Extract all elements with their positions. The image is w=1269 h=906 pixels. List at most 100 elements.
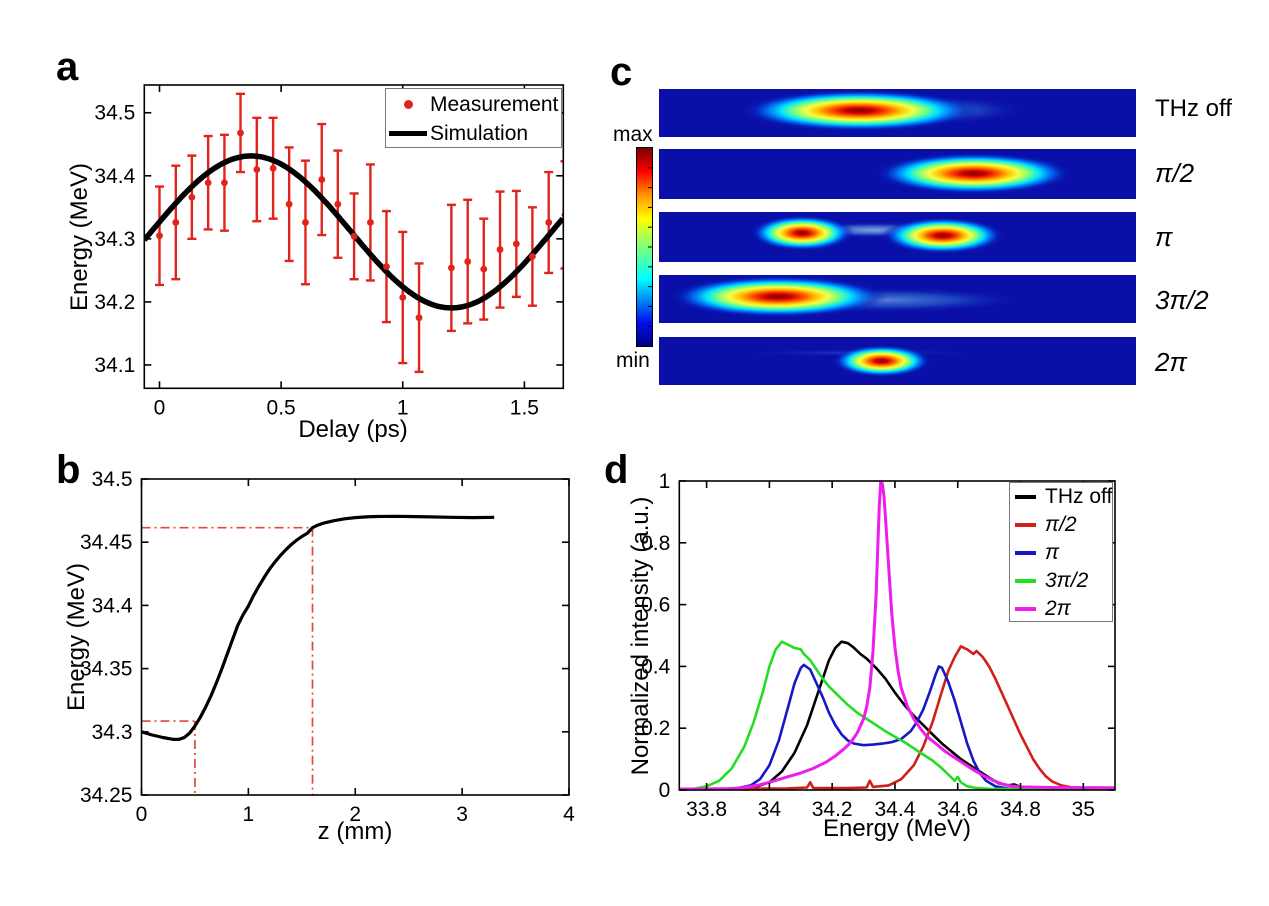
two-pi-line-icon <box>1015 607 1036 611</box>
tick-label: 34.2 <box>94 291 135 314</box>
panel-a-xlabel: Delay (ps) <box>298 416 408 443</box>
tick-label: 35 <box>1072 798 1095 821</box>
tick-label: 34.25 <box>80 784 133 807</box>
spectrum-curve-3π/2 <box>679 640 1115 790</box>
tick-label: 34.5 <box>92 468 133 491</box>
spectrum-curve-π <box>679 663 1115 790</box>
beam-image-pi <box>659 212 1136 262</box>
legend-entry-two-pi: 2π <box>1010 595 1112 623</box>
tick-label: 2 <box>349 803 361 826</box>
beam-blob <box>831 344 932 378</box>
legend-entry-pi: π <box>1010 539 1112 567</box>
tick-label: 34.4 <box>92 594 133 617</box>
panel-a-series <box>144 92 564 374</box>
panel-d-series <box>679 481 1115 790</box>
tick-label: 0 <box>154 396 166 419</box>
beam-image-pi-half <box>659 149 1136 199</box>
panel-a-legend: Measurement Simulation <box>385 88 562 148</box>
tick-labels-d: 33.8 34 34.2 34.4 34.6 34.8 35 0 0.2 0.4 0.6 0.8 1 <box>641 470 1095 821</box>
tick-labels-a: 0 0.5 1 1.5 34.1 34.2 34.3 34.4 34.5 <box>94 102 539 420</box>
panel-d-xlabel: Energy (MeV) <box>822 815 972 842</box>
spectrum-curve-π/2 <box>679 644 1115 790</box>
tick-label: 0.8 <box>641 532 670 555</box>
panel-b-letter: b <box>56 448 81 492</box>
strip-label-thz-off: THz off <box>1155 95 1232 122</box>
tick-label: 34.45 <box>80 531 133 554</box>
beam-image-svg <box>659 149 1136 199</box>
panel-b-series <box>141 514 495 795</box>
beam-image-svg <box>659 89 1136 137</box>
tick-label: 34.5 <box>94 102 135 125</box>
axes-a <box>143 84 565 390</box>
tick-label: 34.2 <box>812 798 853 821</box>
legend-label: Simulation <box>430 121 529 145</box>
strip-label-pi: π <box>1155 222 1173 252</box>
strip-label-two-pi: 2π <box>1155 347 1187 377</box>
panel-a-ylabel: Energy (MeV) <box>66 162 93 312</box>
colorbar-ticks <box>648 167 652 327</box>
panel-d-letter: d <box>604 448 629 492</box>
legend-entry-pi-half: π/2 <box>1010 511 1112 539</box>
three-pi-half-line-icon <box>1015 579 1036 583</box>
beam-blob <box>749 215 855 251</box>
tick-label: 1.5 <box>510 396 539 419</box>
beam-image-three-pi-half <box>659 275 1136 323</box>
tick-label: 34.3 <box>94 228 135 251</box>
legend-label: 2π <box>1045 597 1071 620</box>
legend-label: 3π/2 <box>1045 569 1089 592</box>
tick-label: 0.2 <box>641 717 670 740</box>
panel-b-xlabel: z (mm) <box>317 818 393 845</box>
tick-label: 34.3 <box>92 721 133 744</box>
tick-label: 34.8 <box>1000 798 1041 821</box>
tick-label: 1 <box>397 396 409 419</box>
tick-labels-b: 0 1 2 3 4 34.25 34.3 34.35 34.4 34.45 34.5 <box>80 468 575 826</box>
beam-image-svg <box>659 337 1136 385</box>
tick-label: 34.4 <box>94 165 135 188</box>
tick-label: 3 <box>456 803 468 826</box>
tick-label: 34 <box>758 798 782 821</box>
panel-d-ylabel: Normalized intensity (a.u.) <box>627 496 654 776</box>
spectrum-curve-2π <box>679 481 1115 790</box>
tick-label: 34.4 <box>875 798 916 821</box>
panel-b-ylabel: Energy (MeV) <box>63 562 90 712</box>
tick-label: 0.5 <box>267 396 296 419</box>
pi-half-line-icon <box>1015 523 1036 527</box>
legend-label: THz off <box>1045 485 1113 508</box>
legend-entry-measurement: Measurement <box>386 90 561 119</box>
beam-blob <box>668 275 888 318</box>
tick-label: 4 <box>563 803 575 826</box>
measurement-dots <box>156 129 564 322</box>
tick-label: 1 <box>243 803 255 826</box>
legend-entry-thz-off: THz off <box>1010 483 1112 511</box>
panel-a-letter: a <box>56 45 79 89</box>
tick-label: 34.35 <box>80 658 133 681</box>
tick-label: 0.6 <box>641 594 670 617</box>
legend-label: Measurement <box>430 92 559 116</box>
tick-label: 34.6 <box>937 798 978 821</box>
legend-label: π <box>1045 541 1060 564</box>
panel-d-legend: THz off π/2 π 3π/2 2π <box>1009 482 1113 622</box>
strip-label-three-pi-half: 3π/2 <box>1155 285 1209 315</box>
tick-label: 0 <box>659 779 671 802</box>
simulation-line-icon <box>389 131 427 136</box>
panel-c-letter: c <box>610 50 633 94</box>
legend-entry-simulation: Simulation <box>386 119 561 148</box>
energy-gain-curve <box>141 514 495 742</box>
strip-label-pi-half: π/2 <box>1155 158 1195 188</box>
measurement-dot-icon <box>403 100 413 109</box>
colorbar-max-label: max <box>613 123 653 146</box>
tick-label: 0.4 <box>641 655 671 678</box>
pi-line-icon <box>1015 551 1036 555</box>
beam-image-svg <box>659 212 1136 262</box>
axes-b <box>140 478 570 796</box>
tick-label: 33.8 <box>686 798 727 821</box>
legend-label: π/2 <box>1045 513 1077 536</box>
tick-label: 1 <box>659 470 671 493</box>
beam-image-svg <box>659 275 1136 323</box>
colorbar <box>636 147 653 347</box>
beam-blob <box>880 217 1005 254</box>
beam-blob <box>740 89 979 132</box>
legend-entry-three-pi-half: 3π/2 <box>1010 567 1112 595</box>
